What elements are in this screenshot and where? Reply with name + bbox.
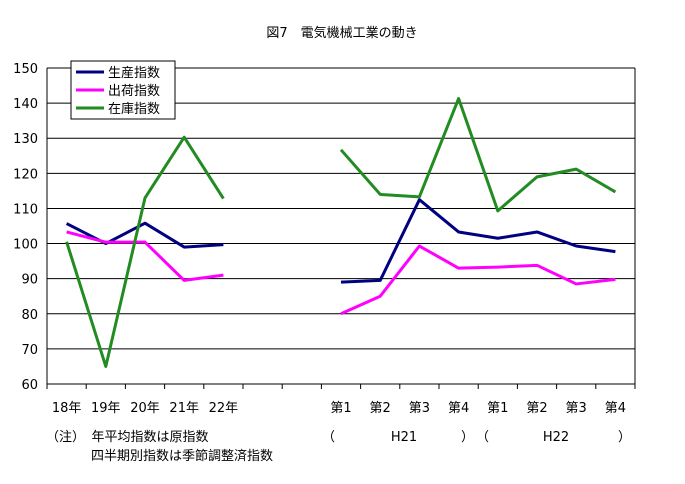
x-tick-label: 第4 (605, 401, 626, 416)
y-axis-ticks: 60 70 80 90 100 110 120 130 140 150 (13, 62, 38, 393)
h22-label: H22 (543, 430, 569, 445)
series-line-2 (340, 244, 616, 316)
note-line-2: 四半期別指数は季節調整済指数 (91, 448, 273, 464)
series-line-3 (65, 135, 225, 368)
note-line-1: （注） 年平均指数は原指数 (46, 430, 209, 445)
legend-label: 在庫指数 (108, 102, 160, 117)
h21-close: ） (461, 430, 474, 445)
notes: （注） 年平均指数は原指数 四半期別指数は季節調整済指数 (46, 430, 273, 464)
x-tick-label: 18年 (52, 401, 82, 416)
x-tick-label: 22年 (209, 401, 239, 416)
y-tick-label: 140 (13, 97, 38, 112)
h21-open: （ (322, 430, 335, 445)
grid (46, 67, 636, 389)
chart-title: 図7 電気機械工業の動き (266, 25, 417, 41)
x-tick-label: 第2 (526, 401, 547, 416)
y-tick-label: 60 (21, 378, 38, 393)
x-axis-ticks: 18年 19年 20年 21年 22年 第1 第2 第3 第4 第1 第2 第3 第4 (52, 401, 626, 416)
y-tick-label: 110 (13, 202, 38, 217)
legend-label: 生産指数 (108, 65, 160, 81)
y-tick-label: 90 (21, 273, 38, 288)
h21-label: H21 (391, 430, 417, 445)
x-tick-label: 第3 (566, 401, 587, 416)
series-line-2 (66, 230, 224, 282)
x-tick-label: 第2 (370, 401, 391, 416)
y-tick-label: 80 (21, 308, 38, 323)
x-tick-label: 第3 (409, 401, 430, 416)
h22-open: （ (476, 430, 489, 445)
series-line-1 (65, 221, 224, 249)
y-tick-label: 100 (13, 238, 38, 253)
series-line-3 (339, 97, 617, 213)
x-tick-label: 第4 (448, 401, 469, 416)
series-line-1 (340, 198, 616, 284)
y-tick-label: 120 (13, 167, 38, 182)
period-groups: （ H21 ） （ H22 ） (322, 430, 631, 445)
y-tick-label: 70 (21, 343, 38, 358)
h22-close: ） (618, 430, 631, 445)
x-tick-label: 21年 (169, 401, 199, 416)
x-tick-label: 第1 (330, 401, 351, 416)
legend-label: 出荷指数 (108, 84, 160, 99)
series-lines (65, 97, 617, 368)
x-tick-label: 20年 (130, 401, 160, 416)
y-tick-label: 130 (13, 132, 38, 147)
x-tick-label: 第1 (487, 401, 508, 416)
y-tick-label: 150 (13, 62, 38, 77)
x-tick-label: 19年 (91, 401, 121, 416)
